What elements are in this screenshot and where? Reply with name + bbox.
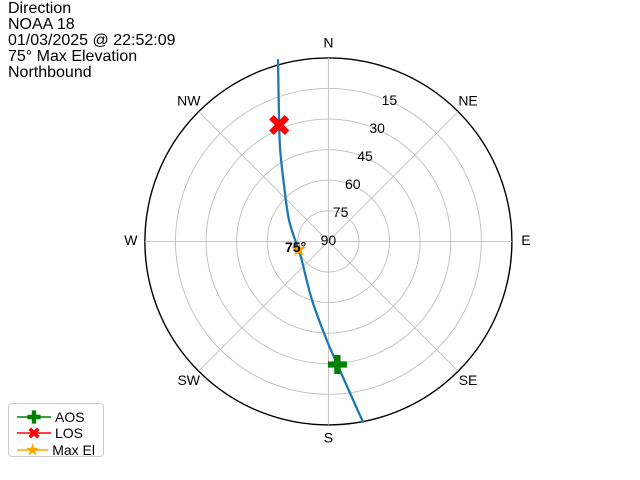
svg-text:SW: SW	[177, 372, 200, 388]
svg-text:W: W	[124, 232, 138, 248]
svg-text:15: 15	[382, 92, 398, 108]
svg-text:S: S	[324, 430, 333, 446]
svg-text:90: 90	[321, 232, 337, 248]
svg-text:N: N	[323, 35, 333, 51]
svg-text:45: 45	[357, 148, 373, 164]
svg-text:30: 30	[369, 120, 385, 136]
svg-text:SE: SE	[459, 372, 478, 388]
svg-text:E: E	[521, 232, 530, 248]
svg-text:NE: NE	[458, 92, 477, 108]
svg-text:60: 60	[345, 176, 361, 192]
svg-text:75°: 75°	[285, 239, 306, 255]
svg-text:75: 75	[333, 204, 349, 220]
svg-text:NW: NW	[177, 92, 201, 108]
